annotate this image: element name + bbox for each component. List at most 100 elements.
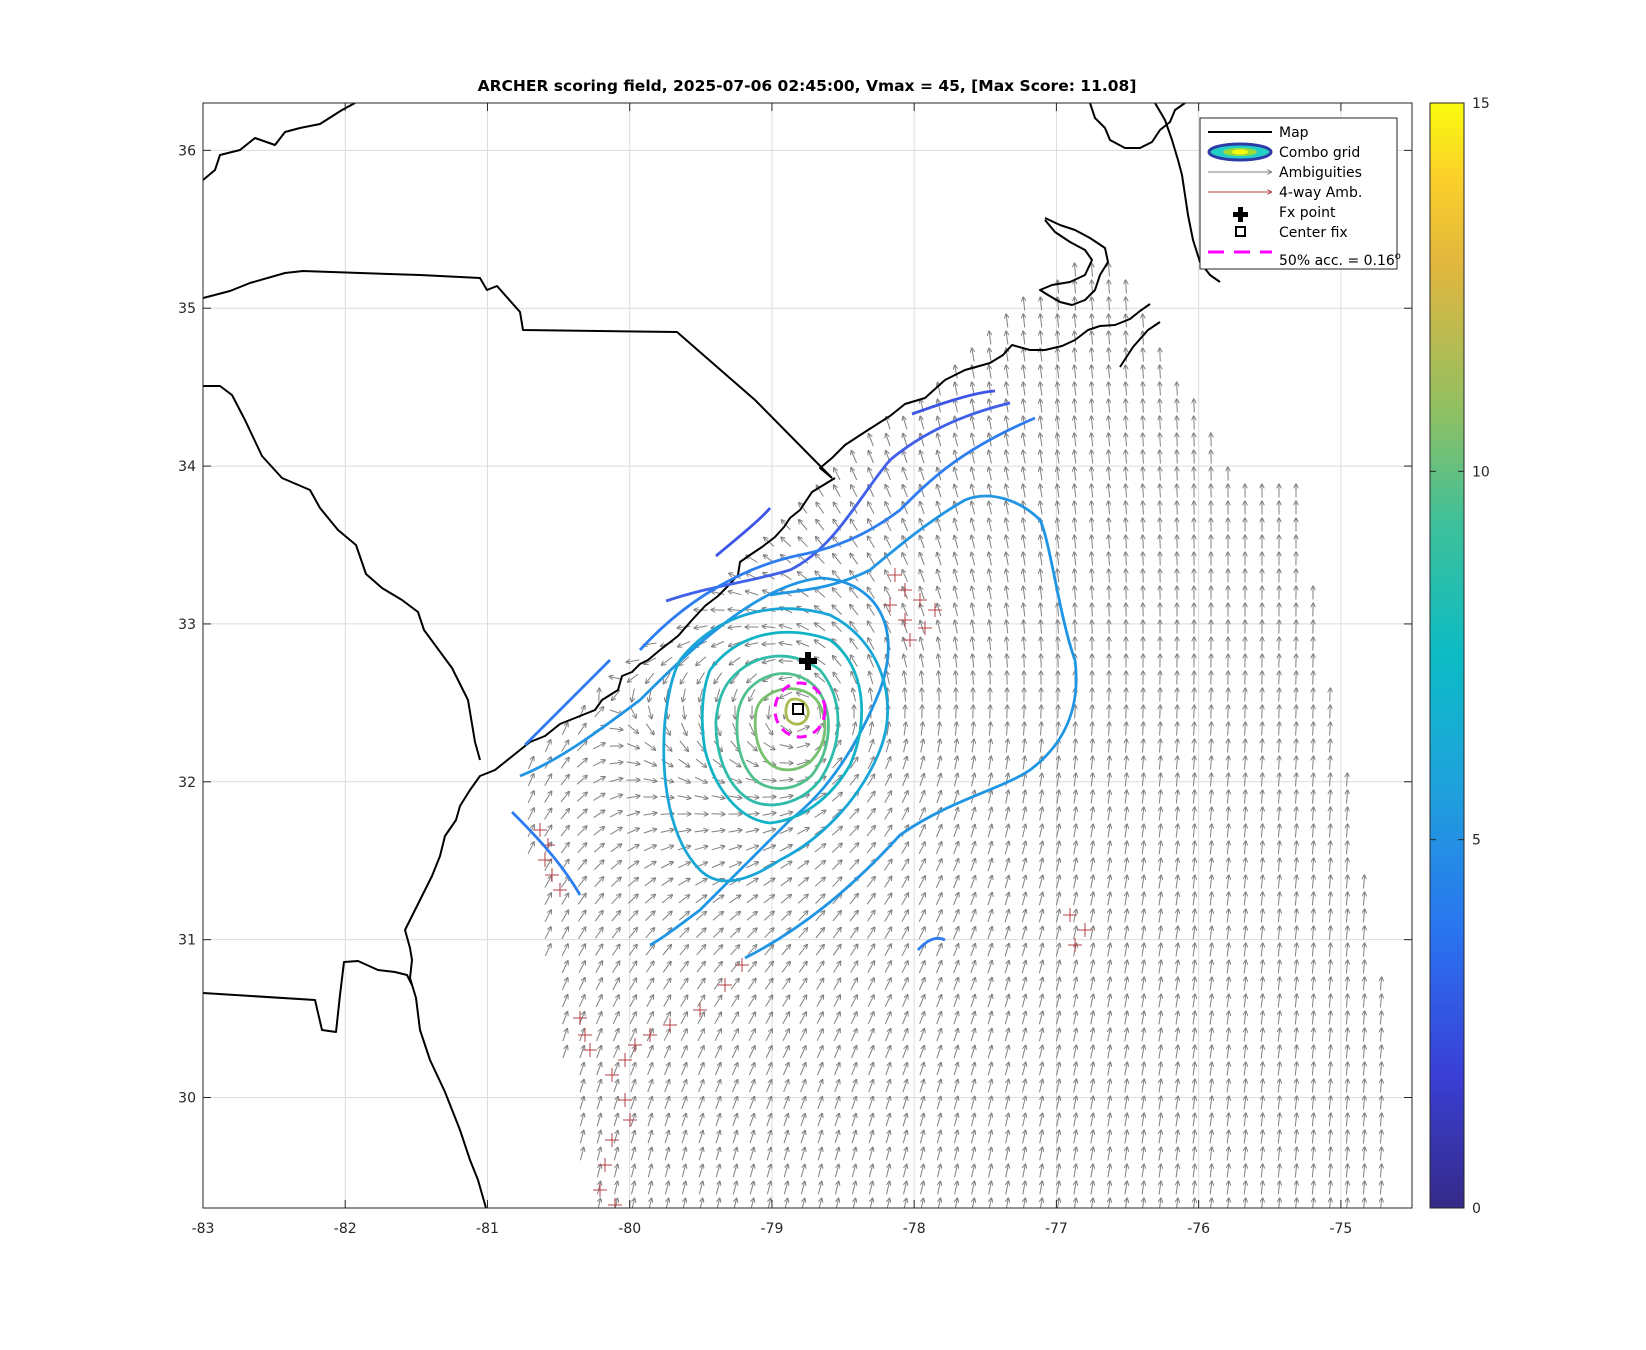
ambiguity-arrow: [1006, 536, 1008, 549]
ambiguity-arrow: [972, 740, 974, 753]
ambiguity-arrow: [971, 536, 976, 549]
ambiguity-arrow: [712, 641, 725, 647]
ambiguity-arrow: [971, 502, 976, 515]
ambiguity-arrow: [1075, 264, 1076, 277]
ambiguity-arrow: [1245, 757, 1246, 770]
ambiguity-arrow: [799, 537, 808, 548]
ambiguity-arrow: [902, 553, 909, 566]
ambiguity-arrow: [1108, 434, 1109, 447]
ambiguity-arrow: [937, 553, 942, 566]
ambiguity-arrow: [1040, 468, 1042, 481]
ambiguity-arrow: [1075, 621, 1076, 634]
ambiguity-arrow: [729, 591, 742, 596]
ambiguity-arrow: [903, 502, 908, 515]
ambiguity-arrow: [1125, 774, 1126, 787]
ambiguity-arrow: [1159, 757, 1160, 770]
ambiguity-arrow: [849, 758, 857, 769]
ambiguity-arrow: [850, 588, 859, 599]
ambiguity-arrow: [1040, 502, 1042, 515]
ambiguity-arrow: [1126, 570, 1127, 583]
ambiguity-arrow: [781, 538, 792, 547]
ambiguity-arrow: [1006, 757, 1008, 770]
ambiguity-arrow: [955, 621, 958, 634]
ambiguity-arrow: [1023, 587, 1025, 600]
ambiguity-arrow: [1006, 366, 1008, 379]
ambiguity-arrow: [1126, 434, 1127, 447]
ambiguity-arrow: [712, 610, 725, 611]
ambiguity-arrow: [1091, 519, 1092, 532]
legend-label-ambiguities: Ambiguities: [1279, 165, 1362, 181]
ambiguity-arrow: [763, 644, 776, 645]
ambiguity-arrow: [1040, 604, 1041, 617]
ambiguity-arrow: [797, 693, 810, 698]
ambiguity-arrow: [1126, 587, 1127, 600]
ambiguity-arrow: [1040, 298, 1041, 311]
ambiguity-arrow: [765, 723, 773, 735]
ambiguity-arrow: [1023, 740, 1024, 753]
ambiguity-arrow: [1024, 706, 1025, 719]
ambiguity-arrow: [971, 519, 976, 532]
ambiguity-arrow: [1177, 757, 1178, 770]
ambiguity-arrow: [1245, 723, 1246, 736]
ambiguity-arrow: [1041, 723, 1042, 736]
ambiguity-arrow: [1074, 485, 1076, 498]
ambiguity-arrow: [937, 621, 942, 634]
ambiguity-arrow: [1143, 349, 1144, 362]
ambiguity-arrow: [954, 587, 959, 600]
ambiguity-arrow: [920, 604, 925, 617]
ambiguity-arrow: [1024, 655, 1025, 668]
ambiguity-arrow: [1058, 281, 1059, 294]
ambiguity-arrow: [832, 605, 842, 615]
ambiguity-arrow: [1091, 740, 1092, 753]
ambiguity-arrow: [1057, 366, 1058, 379]
ambiguity-arrow: [815, 589, 826, 598]
ambiguity-arrow: [695, 758, 706, 767]
ambiguity-arrow: [679, 656, 690, 665]
legend-label-map: Map: [1279, 125, 1309, 141]
ambiguity-arrow: [1245, 689, 1246, 702]
ambiguity-arrow: [560, 758, 569, 769]
x-tick-label: -78: [903, 1221, 926, 1237]
ambiguity-arrow: [561, 741, 569, 752]
ambiguity-arrow: [1041, 706, 1042, 719]
ambiguity-arrow: [1040, 332, 1041, 345]
ambiguity-arrow: [919, 757, 923, 770]
y-tick-label: 33: [178, 617, 196, 633]
ambiguity-arrow: [1023, 468, 1025, 481]
ambiguity-arrow: [850, 605, 859, 616]
ambiguity-arrow: [919, 774, 924, 787]
ambiguity-arrow: [1058, 604, 1059, 617]
ambiguity-arrow: [1040, 553, 1042, 566]
ambiguity-arrow: [1109, 570, 1110, 583]
ambiguity-arrow: [1074, 536, 1075, 549]
ambiguity-arrow: [1109, 723, 1110, 736]
center-fix-marker: [792, 703, 804, 715]
ambiguity-arrow: [868, 638, 875, 651]
ambiguity-arrow: [1040, 434, 1042, 447]
ambiguity-arrow: [560, 775, 569, 786]
ambiguity-arrow: [711, 796, 725, 799]
ambiguity-arrow: [1177, 519, 1178, 532]
ambiguity-arrow: [989, 383, 991, 396]
ambiguity-arrow: [779, 745, 793, 748]
ambiguity-arrow: [1006, 621, 1008, 634]
ambiguity-arrow: [1006, 451, 1008, 464]
ambiguity-arrow: [1058, 723, 1059, 736]
ambiguity-arrow: [1160, 417, 1161, 430]
ambiguity-arrow: [884, 774, 891, 787]
ambiguity-arrow: [1126, 400, 1127, 413]
colorbar-tick-label: 0: [1472, 1201, 1481, 1217]
ambiguity-arrow: [885, 502, 892, 515]
ambiguity-arrow: [780, 677, 793, 679]
ambiguity-arrow: [972, 417, 975, 430]
ambiguity-arrow: [1074, 417, 1075, 430]
x-tick-label: -80: [618, 1221, 641, 1237]
ambiguity-arrow: [1313, 706, 1314, 719]
ambiguity-arrow: [609, 795, 622, 800]
ambiguity-arrow: [1074, 434, 1076, 447]
ambiguity-arrow: [867, 775, 875, 786]
ambiguity-arrow: [1279, 672, 1280, 685]
ambiguity-arrow: [1040, 366, 1042, 379]
ambiguity-arrow: [1023, 774, 1025, 787]
